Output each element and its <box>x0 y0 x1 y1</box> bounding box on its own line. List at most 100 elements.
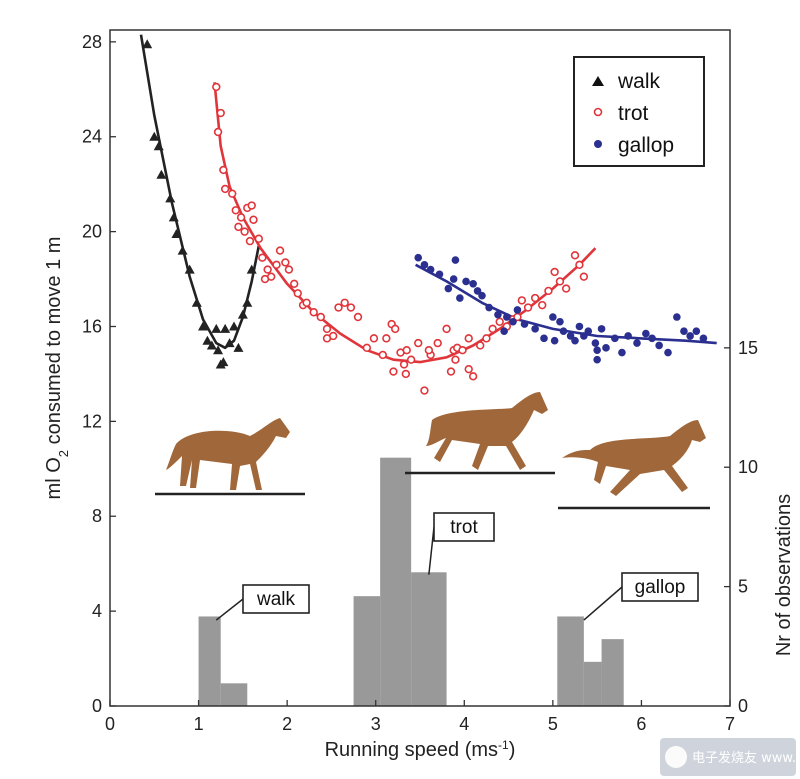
trot-point-2 <box>213 127 223 137</box>
callout-leader-gallop <box>583 586 623 621</box>
trot-horse-illustration <box>405 392 555 475</box>
walk-point-4 <box>165 193 176 203</box>
walk-point-0 <box>142 39 153 49</box>
gallop-point-21 <box>559 327 568 336</box>
walk-point-1 <box>149 131 160 141</box>
trot-point-19 <box>272 260 281 270</box>
trot-point-66 <box>530 293 540 303</box>
y-left-tick-label-4: 4 <box>92 601 102 621</box>
y-left-tick-label-0: 0 <box>92 696 102 716</box>
y-axis-title-right: Nr of observations <box>773 494 795 656</box>
x-axis-title: Running speed (ms-1) <box>325 738 516 761</box>
trot-point-6 <box>231 206 240 215</box>
gallop-point-7 <box>462 277 470 286</box>
trot-point-16 <box>263 265 272 274</box>
gallop-point-43 <box>593 346 601 355</box>
gallop-point-35 <box>648 334 656 343</box>
gallop-point-39 <box>680 327 688 336</box>
callout-label-walk: walk <box>256 589 296 610</box>
gallop-point-23 <box>571 336 579 345</box>
trot-point-0 <box>212 82 221 92</box>
gallop-point-29 <box>602 344 610 352</box>
trot-point-47 <box>420 386 429 395</box>
gallop-horse-illustration <box>558 420 710 510</box>
gallop-point-40 <box>686 332 694 340</box>
gallop-point-38 <box>673 313 681 321</box>
walk-point-6 <box>171 228 182 238</box>
x-tick-label-2: 2 <box>282 714 292 734</box>
trot-point-78 <box>322 334 332 343</box>
trot-point-21 <box>281 258 290 267</box>
y-left-tick-label-20: 20 <box>82 222 102 242</box>
histogram-bar-4 <box>411 572 447 706</box>
trot-point-40 <box>391 324 400 334</box>
trot-point-69 <box>550 267 559 277</box>
gallop-point-31 <box>618 348 626 357</box>
trot-point-3 <box>219 165 228 175</box>
gallop-point-2 <box>426 265 435 274</box>
axes-frame <box>109 29 731 707</box>
legend: walk trot gallop <box>573 56 705 167</box>
trot-point-24 <box>293 289 302 298</box>
histogram-bar-1 <box>220 683 248 706</box>
gallop-point-6 <box>456 294 464 302</box>
trot-point-5 <box>228 189 237 198</box>
walk-point-12 <box>206 340 217 350</box>
trot-point-79 <box>389 367 398 376</box>
y-left-tick-label-28: 28 <box>82 32 102 52</box>
legend-gallop-label: gallop <box>618 134 674 157</box>
y-left-tick-label-12: 12 <box>82 411 102 431</box>
gallop-point-26 <box>584 327 593 336</box>
walk-point-13 <box>211 323 222 333</box>
gallop-point-13 <box>503 313 511 321</box>
trot-point-59 <box>482 334 491 343</box>
watermark: 电子发烧友 www.elecfans.com <box>660 738 800 776</box>
trot-point-13 <box>245 236 255 246</box>
trot-point-43 <box>401 369 411 379</box>
gallop-point-1 <box>420 261 429 269</box>
gallop-point-34 <box>642 329 650 338</box>
walk-horse-illustration <box>155 418 305 496</box>
histogram-bars <box>198 457 624 706</box>
y-left-tick-label-24: 24 <box>82 127 102 147</box>
walk-point-5 <box>168 212 179 222</box>
trot-point-50 <box>442 324 451 334</box>
walk-point-7 <box>177 245 188 255</box>
walk-point-16 <box>220 323 231 333</box>
callout-box-gallop <box>621 572 699 602</box>
trot-point-77 <box>424 346 434 355</box>
trot-point-27 <box>309 308 318 317</box>
trot-point-31 <box>334 303 343 312</box>
gallop-point-33 <box>633 339 641 347</box>
trot-point-12 <box>234 222 243 232</box>
trot-point-72 <box>570 251 580 260</box>
trot-point-51 <box>446 367 456 376</box>
trot-point-57 <box>464 334 473 343</box>
gallop-point-42 <box>699 334 708 343</box>
walk-point-14 <box>213 345 224 355</box>
gallop-point-12 <box>494 310 502 319</box>
trot-point-74 <box>579 272 589 281</box>
gallop-point-28 <box>597 325 606 333</box>
y-right-tick-label-10: 10 <box>738 457 758 477</box>
walk-point-10 <box>198 321 208 331</box>
y-left-tick-label-16: 16 <box>82 316 102 336</box>
gallop-point-37 <box>664 348 672 357</box>
walk-point-19 <box>233 342 244 352</box>
trot-point-42 <box>399 360 409 369</box>
trot-point-4 <box>220 184 230 194</box>
x-tick-label-3: 3 <box>371 714 381 734</box>
y-left-tick-label-8: 8 <box>92 506 102 526</box>
gallop-point-25 <box>580 332 588 340</box>
trot-point-45 <box>406 355 416 364</box>
x-tick-label-5: 5 <box>548 714 558 734</box>
gallop-point-30 <box>611 334 619 343</box>
gallop-point-47 <box>550 336 559 345</box>
trot-point-34 <box>353 312 363 322</box>
y-axis-title-left: ml O2 consumed to move 1 m <box>43 237 71 500</box>
trot-point-20 <box>275 246 285 255</box>
gallop-point-3 <box>435 270 444 279</box>
trot-point-44 <box>402 346 411 355</box>
